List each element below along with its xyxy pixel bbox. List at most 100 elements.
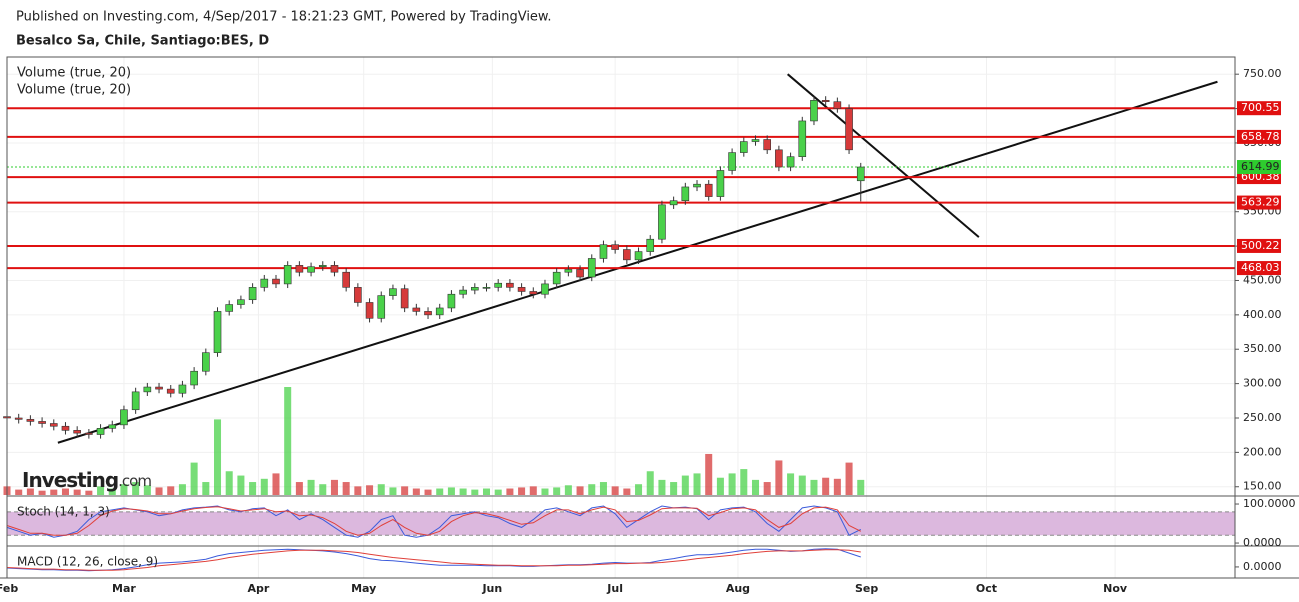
volume-bar — [202, 482, 210, 495]
volume-bar — [576, 486, 584, 495]
y-tick-label: 450.00 — [1243, 273, 1282, 286]
volume-bar — [272, 473, 280, 495]
candle-body — [716, 170, 725, 197]
candle-body — [564, 269, 573, 273]
volume-bar — [190, 462, 198, 495]
candle-body — [798, 120, 807, 158]
volume-bar — [658, 479, 666, 495]
volume-bar — [588, 484, 596, 495]
x-tick-label: Feb — [0, 582, 18, 595]
volume-bar — [681, 475, 689, 495]
candle-body — [260, 278, 269, 288]
volume-bar — [857, 479, 865, 495]
volume-bar — [787, 473, 795, 495]
volume-bar — [833, 478, 841, 495]
candle-body — [272, 278, 280, 285]
volume-bar — [307, 479, 315, 495]
volume-bar — [728, 473, 736, 495]
x-tick-label: Jun — [481, 582, 502, 595]
volume-bar — [167, 486, 175, 495]
candle-body — [295, 265, 304, 273]
candle-body — [377, 295, 386, 319]
stoch-band — [7, 511, 1235, 536]
volume-bar — [15, 489, 23, 495]
candle-body — [541, 283, 549, 295]
y-tick-label: 400.00 — [1243, 308, 1282, 321]
candle-body — [646, 238, 655, 252]
volume-bar — [775, 460, 783, 495]
volume-bar — [798, 475, 806, 495]
volume-bar — [635, 484, 643, 495]
volume-bar — [354, 486, 362, 495]
candle-body — [833, 101, 842, 109]
level-label: 500.22 — [1241, 239, 1280, 252]
trendline — [57, 80, 1218, 444]
candle-body — [552, 271, 561, 285]
y-tick-label: 750.00 — [1243, 67, 1282, 80]
candle-body — [73, 430, 81, 434]
candle-body — [576, 269, 584, 278]
candle-body — [342, 271, 350, 288]
candle-body — [471, 287, 479, 291]
candle-body — [307, 266, 315, 273]
candle-body — [248, 287, 257, 301]
candle-body — [365, 302, 374, 319]
volume-bar — [50, 489, 58, 495]
y-tick-label: 150.00 — [1243, 480, 1282, 493]
labels: Feb Mar Apr May Jun Jul Aug Sep Oct Nov 150.00 200.… — [0, 66, 1296, 596]
volume-bar — [693, 473, 701, 495]
volume-bar — [237, 475, 245, 495]
candle-body — [38, 421, 46, 424]
volume-bar — [518, 487, 526, 495]
volume-bar — [284, 387, 292, 495]
volume-bar — [810, 479, 818, 495]
volume-bar — [319, 484, 327, 495]
candle-body — [517, 287, 526, 292]
volume-bar — [459, 488, 467, 495]
candle-body — [354, 287, 362, 303]
candle-body — [856, 166, 865, 182]
pane-title: MACD (12, 26, close, 9) — [17, 555, 158, 569]
candle-body — [400, 288, 409, 309]
x-tick-label: Sep — [855, 582, 878, 595]
volume-bar — [751, 479, 760, 495]
logo-suffix: .com — [118, 472, 151, 490]
y-tick-label: 250.00 — [1243, 411, 1282, 424]
candle-body — [739, 141, 748, 153]
indicator-line — [6, 506, 862, 536]
y-tick-label: 100.0000 — [1243, 497, 1296, 510]
candle-body — [49, 423, 58, 427]
candle-body — [587, 258, 596, 278]
volume-bar — [623, 488, 631, 495]
candle-body — [459, 289, 467, 295]
candle-body — [166, 388, 175, 394]
candle-body — [810, 100, 818, 122]
volume-bar — [401, 486, 409, 495]
indicator-line — [6, 548, 861, 572]
candle-body — [120, 409, 128, 426]
candle-body — [225, 304, 234, 312]
x-tick-label: Apr — [248, 582, 270, 595]
volume-bar — [389, 487, 397, 495]
published-note: Published on Investing.com, 4/Sep/2017 -… — [16, 10, 552, 25]
volume-bar — [436, 488, 444, 495]
candle-body — [202, 352, 210, 372]
volume-bar — [740, 469, 748, 495]
volume-bar — [763, 482, 771, 495]
level-label-box — [1237, 129, 1281, 144]
candle-body — [178, 384, 187, 394]
symbol-title: Besalco Sa, Chile, Santiago:BES, D — [16, 34, 269, 49]
volume-bar — [377, 484, 385, 495]
volume-bar — [564, 485, 572, 495]
x-tick-label: Jul — [606, 582, 623, 595]
trendline — [787, 73, 980, 238]
candle-body — [131, 391, 140, 411]
volume-bar — [646, 471, 654, 495]
x-tick-label: Oct — [976, 582, 997, 595]
volume-bar — [366, 485, 374, 495]
candle-body — [681, 186, 690, 202]
level-label-box — [1237, 195, 1281, 210]
candle-body — [821, 100, 830, 102]
level-label: 468.03 — [1241, 261, 1280, 274]
